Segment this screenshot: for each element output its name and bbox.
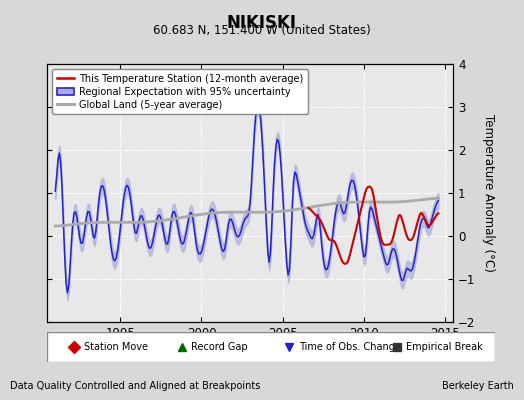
FancyBboxPatch shape <box>47 332 495 362</box>
Text: Station Move: Station Move <box>84 342 148 352</box>
Text: Empirical Break: Empirical Break <box>407 342 483 352</box>
Text: Data Quality Controlled and Aligned at Breakpoints: Data Quality Controlled and Aligned at B… <box>10 381 261 391</box>
Text: Time of Obs. Change: Time of Obs. Change <box>299 342 401 352</box>
Text: Record Gap: Record Gap <box>191 342 248 352</box>
Text: NIKISKI: NIKISKI <box>227 14 297 32</box>
Y-axis label: Temperature Anomaly (°C): Temperature Anomaly (°C) <box>482 114 495 272</box>
Text: 60.683 N, 151.400 W (United States): 60.683 N, 151.400 W (United States) <box>153 24 371 37</box>
Text: Berkeley Earth: Berkeley Earth <box>442 381 514 391</box>
Legend: This Temperature Station (12-month average), Regional Expectation with 95% uncer: This Temperature Station (12-month avera… <box>52 69 308 114</box>
